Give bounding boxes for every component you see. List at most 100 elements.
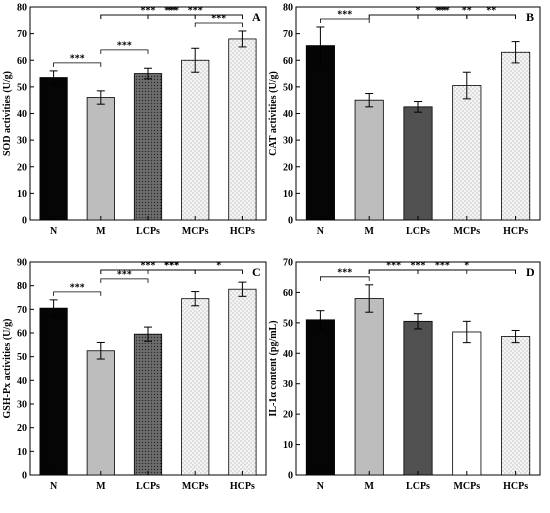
x-tick-label: N <box>317 481 325 492</box>
y-tick-label: 10 <box>283 189 293 200</box>
significance-bracket <box>320 18 370 23</box>
y-tick-label: 70 <box>283 29 293 40</box>
bar-hcps <box>501 51 531 221</box>
significance-label: *** <box>117 40 132 51</box>
panel-letter: C <box>252 265 261 279</box>
significance-bracket <box>320 276 370 281</box>
y-tick-label: 0 <box>22 216 27 227</box>
y-tick-label: 40 <box>283 109 293 120</box>
bar-n <box>39 77 68 221</box>
y-tick-label: 50 <box>17 352 27 363</box>
y-tick-label: 0 <box>288 471 293 482</box>
significance-bracket <box>53 291 102 296</box>
bar-hcps <box>228 38 257 221</box>
y-tick-label: 30 <box>283 136 293 147</box>
bar-m <box>354 298 384 476</box>
significance-label: * <box>464 261 469 272</box>
y-tick-label: 60 <box>283 56 293 67</box>
significance-label: *** <box>117 269 132 280</box>
bar-mcps <box>452 85 482 221</box>
chart-panel-b: 0 10 20 30 40 50 60 70 80 CAT activities (U/g) B N M… <box>268 3 541 237</box>
panel-letter: D <box>526 265 535 279</box>
y-tick-label: 60 <box>283 288 293 299</box>
y-tick-label: 20 <box>283 410 293 421</box>
significance-bracket <box>100 269 243 274</box>
significance-label: ** <box>437 6 447 17</box>
y-tick-label: 80 <box>17 281 27 292</box>
significance-label: *** <box>188 6 203 17</box>
significance-label: ** <box>486 6 496 17</box>
bar-n <box>39 307 68 476</box>
significance-bracket <box>100 278 149 283</box>
significance-label: *** <box>141 6 156 17</box>
x-tick-label: MCPs <box>453 481 480 492</box>
y-tick-label: 30 <box>17 400 27 411</box>
y-axis-label: SOD activities (U/g) <box>2 71 13 156</box>
significance-label: *** <box>70 282 85 293</box>
y-tick-label: 0 <box>22 471 27 482</box>
significance-label: *** <box>337 267 352 278</box>
y-tick-label: 80 <box>283 3 293 14</box>
y-tick-label: 40 <box>17 109 27 120</box>
bar-hcps <box>228 288 257 476</box>
bar-n <box>305 319 335 476</box>
y-tick-label: 50 <box>283 82 293 93</box>
x-tick-label: MCPs <box>182 226 209 237</box>
y-tick-label: 40 <box>283 349 293 360</box>
y-tick-label: 10 <box>283 440 293 451</box>
chart-panel-c: 0 10 20 30 40 50 60 70 80 90 GSH-Px activities (U/… <box>2 258 267 492</box>
x-tick-label: M <box>364 481 374 492</box>
bar-lcps <box>133 73 163 221</box>
y-tick-label: 20 <box>283 162 293 173</box>
x-tick-label: HCPs <box>503 226 528 237</box>
bar-lcps <box>133 333 163 476</box>
x-tick-label: MCPs <box>182 481 209 492</box>
significance-label: *** <box>70 53 85 64</box>
significance-label: *** <box>141 261 156 272</box>
significance-label: *** <box>337 9 352 20</box>
bar-mcps <box>181 298 210 476</box>
x-tick-label: HCPs <box>503 481 528 492</box>
y-tick-label: 60 <box>17 56 27 67</box>
significance-bracket <box>100 49 149 54</box>
y-axis-label: IL-1α content (pg/mL) <box>268 320 279 416</box>
x-tick-label: MCPs <box>453 226 480 237</box>
x-tick-label: LCPs <box>406 481 430 492</box>
x-tick-label: LCPs <box>136 481 160 492</box>
y-axis-label: CAT activities (U/g) <box>268 71 279 156</box>
bar-lcps <box>403 106 433 221</box>
x-tick-label: N <box>50 226 58 237</box>
bar-mcps <box>452 331 482 476</box>
x-tick-label: HCPs <box>230 481 255 492</box>
bar-mcps <box>181 59 210 221</box>
significance-label: *** <box>411 261 426 272</box>
y-tick-label: 90 <box>17 258 27 269</box>
significance-bracket <box>194 22 243 27</box>
y-tick-label: 50 <box>17 82 27 93</box>
bar-m <box>86 350 115 476</box>
significance-label: *** <box>435 261 450 272</box>
x-tick-label: M <box>96 481 106 492</box>
y-tick-label: 70 <box>283 258 293 269</box>
y-tick-label: 0 <box>288 216 293 227</box>
significance-label: ** <box>167 6 177 17</box>
significance-label: *** <box>164 261 179 272</box>
x-tick-label: M <box>96 226 106 237</box>
x-tick-label: HCPs <box>230 226 255 237</box>
panel-letter: B <box>526 10 534 24</box>
y-tick-label: 30 <box>17 136 27 147</box>
significance-bracket <box>53 62 102 67</box>
chart-panel-d: 0 10 20 30 40 50 60 70 IL-1α content (pg/mL) D N M L… <box>268 258 541 492</box>
y-tick-label: 40 <box>17 376 27 387</box>
bar-m <box>354 99 384 221</box>
x-tick-label: LCPs <box>136 226 160 237</box>
chart-panel-a: 0 10 20 30 40 50 60 70 80 SOD activities (U/g) A N M… <box>2 3 267 237</box>
significance-label: * <box>216 261 221 272</box>
x-tick-label: N <box>317 226 325 237</box>
significance-label: *** <box>164 6 179 17</box>
significance-label: *** <box>386 261 401 272</box>
significance-bracket <box>100 14 243 19</box>
panel-letter: A <box>252 10 261 24</box>
y-tick-label: 70 <box>17 305 27 316</box>
